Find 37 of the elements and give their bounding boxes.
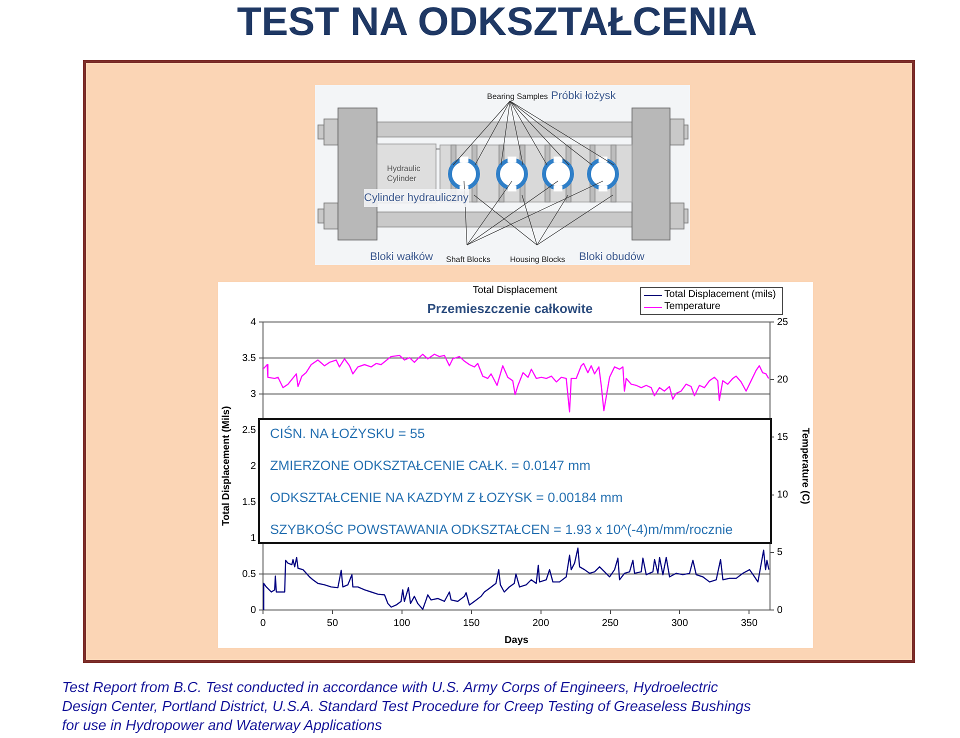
x-tick-label: 0 [260,618,266,629]
y-tick-label: 4 [250,316,256,328]
y2-tick-label: 20 [777,374,789,386]
y-tick-label: 3 [250,388,256,400]
x-axis-title: Days [504,634,529,646]
y-tick-label: 1.5 [242,496,256,508]
annotation: ODKSZTAŁCENIE NA KAZDYM Z ŁOZYSK = 0.00184 mm [270,489,623,507]
annotation: SZYBKOŚC POWSTAWANIA ODKSZTAŁCEN = 1.93 x 10^(-4)m/mm/rocznie [270,521,733,539]
y-tick-label: 2 [250,460,256,472]
x-tick-label: 150 [463,618,480,629]
x-tick-label: 50 [326,618,338,629]
y2-tick-label: 5 [777,547,783,558]
y2-tick-label: 15 [777,432,789,443]
chart-title: TEST NA ODKSZTAŁCENIA [237,0,757,46]
x-tick-label: 300 [671,618,688,629]
y-axis-title: Total Displacement (Mils) [220,406,232,526]
y-tick-label: 3.5 [242,352,256,364]
y-tick-label: 0 [250,604,256,616]
test-rig-diagram: Bearing Samples Próbki łożysk Hydraulic Cylinder Cylinder hydrauliczny Bloki wałków Shaft Blocks Housing Blocks Bloki obudów [315,85,690,265]
y2-tick-label: 0 [777,604,783,616]
y-tick-label: 0.5 [242,568,256,580]
text: Przemieszczenie całkowite [427,300,593,318]
text: Test Report from B.C. Test conducted in accordance with U.S. Army Corps of Engineers, Hydroelectric Design Center, Portland District, U.S.A. Standard Test Procedure for Creep Testing of Greaseless Bushings for use in Hydropower and Waterway Applications [62,679,752,736]
y2-tick-label: 10 [777,490,789,501]
x-tick-label: 200 [532,618,550,629]
y2-tick-label: 25 [777,316,789,328]
y2-axis-title: Temperature (C) [799,428,810,504]
legend-label: Temperature [664,301,720,313]
y-tick-label: 1 [250,532,256,544]
x-tick-label: 250 [602,618,620,629]
annotation: ZMIERZONE ODKSZTAŁCENIE CAŁK. = 0.0147 mm [270,457,590,475]
y-tick-label: 2.5 [242,424,256,436]
x-tick-label: 100 [394,618,411,629]
x-tick-label: 350 [740,618,758,629]
annotation: CIŚN. NA ŁOŻYSKU = 55 [270,425,425,443]
legend-label: Total Displacement (mils) [664,289,776,301]
chart-subtitle: Total Displacement [472,284,558,297]
